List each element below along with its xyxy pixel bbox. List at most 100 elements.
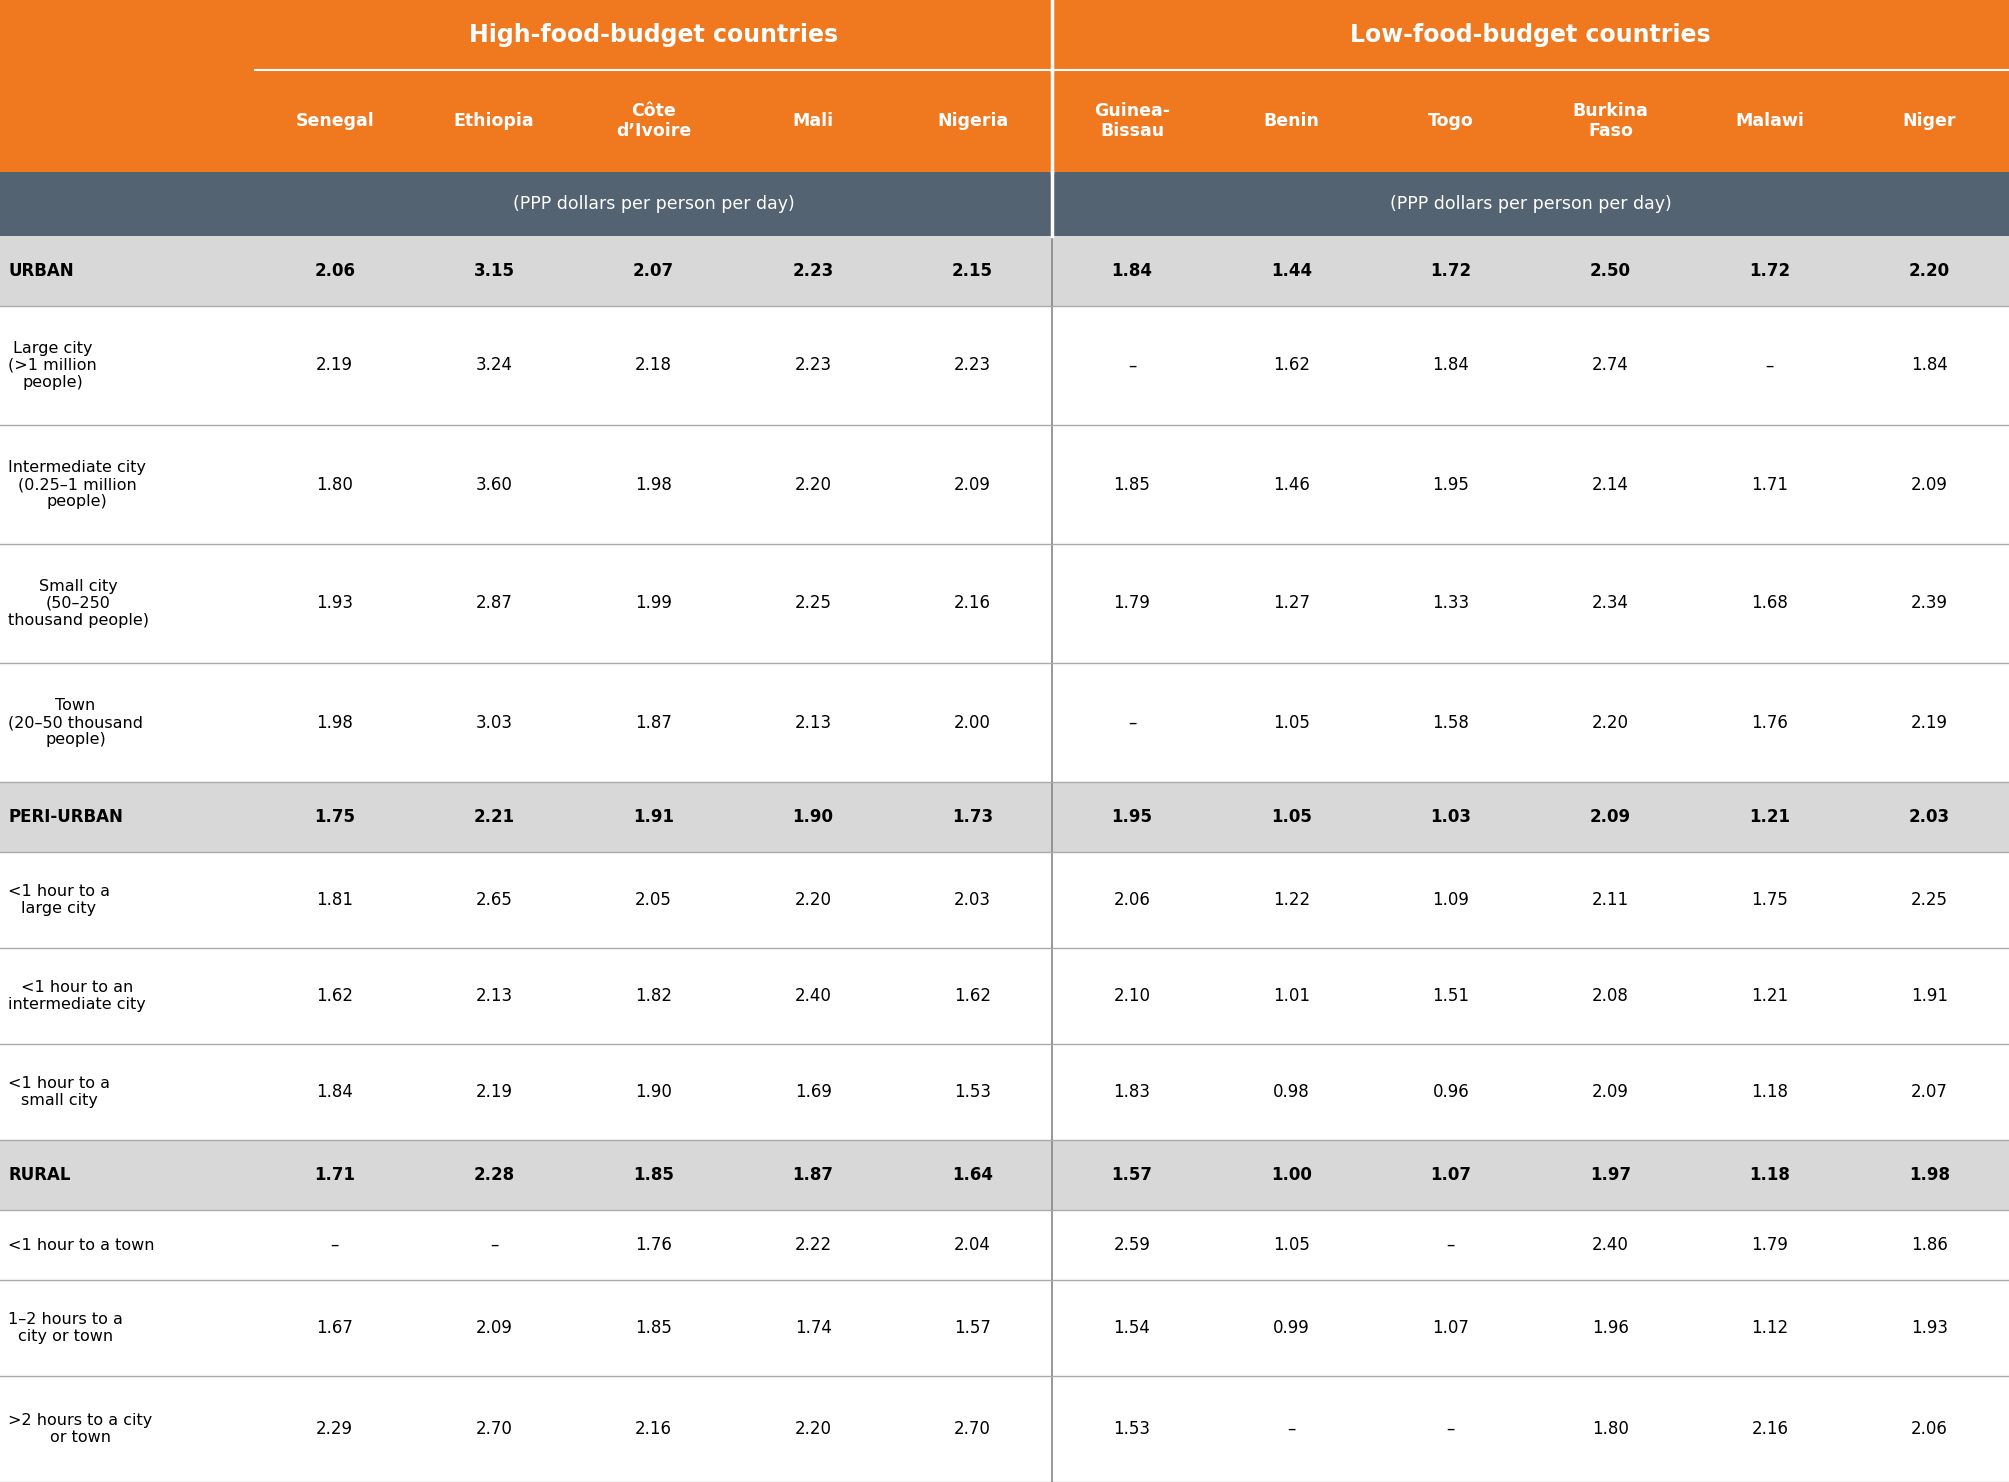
Text: 2.06: 2.06: [1911, 1420, 1947, 1438]
Text: Small city
(50–250
thousand people): Small city (50–250 thousand people): [8, 578, 149, 628]
Text: 1.33: 1.33: [1432, 594, 1469, 612]
Text: Town
(20–50 thousand
people): Town (20–50 thousand people): [8, 698, 143, 747]
Text: 2.20: 2.20: [796, 476, 832, 494]
Bar: [0, 172, 2009, 236]
Text: 2.11: 2.11: [1591, 891, 1629, 908]
Text: 2.09: 2.09: [1589, 808, 1631, 825]
Text: 1.05: 1.05: [1274, 713, 1310, 732]
Text: 2.04: 2.04: [954, 1236, 990, 1254]
Text: 2.23: 2.23: [954, 357, 990, 375]
Bar: [0, 544, 2009, 662]
Text: 2.00: 2.00: [954, 713, 990, 732]
Text: 1.85: 1.85: [635, 1319, 673, 1337]
Text: –: –: [1446, 1420, 1455, 1438]
Bar: [0, 0, 2009, 70]
Text: 1.12: 1.12: [1752, 1319, 1788, 1337]
Text: –: –: [331, 1236, 340, 1254]
Text: 2.09: 2.09: [476, 1319, 512, 1337]
Text: 2.07: 2.07: [633, 262, 675, 280]
Text: 1.98: 1.98: [315, 713, 354, 732]
Text: 1.76: 1.76: [635, 1236, 673, 1254]
Text: 2.15: 2.15: [952, 262, 992, 280]
Text: 2.25: 2.25: [1911, 891, 1949, 908]
Text: 2.40: 2.40: [796, 987, 832, 1005]
Text: 1.87: 1.87: [794, 1166, 834, 1184]
Text: 3.03: 3.03: [476, 713, 512, 732]
Text: 2.39: 2.39: [1911, 594, 1949, 612]
Text: 2.40: 2.40: [1591, 1236, 1629, 1254]
Text: 1.18: 1.18: [1750, 1166, 1790, 1184]
Text: 2.34: 2.34: [1591, 594, 1629, 612]
Text: 2.50: 2.50: [1589, 262, 1631, 280]
Text: 1.82: 1.82: [635, 987, 673, 1005]
Text: 2.87: 2.87: [476, 594, 512, 612]
Text: Mali: Mali: [792, 113, 834, 130]
Text: 2.20: 2.20: [796, 1420, 832, 1438]
Text: 2.70: 2.70: [476, 1420, 512, 1438]
Text: High-food-budget countries: High-food-budget countries: [468, 24, 838, 47]
Text: 1.84: 1.84: [1432, 357, 1469, 375]
Text: 2.19: 2.19: [1911, 713, 1949, 732]
Text: 2.16: 2.16: [635, 1420, 673, 1438]
Text: (PPP dollars per person per day): (PPP dollars per person per day): [512, 196, 794, 213]
Bar: [0, 852, 2009, 948]
Text: 1.80: 1.80: [315, 476, 354, 494]
Text: 1.53: 1.53: [1113, 1420, 1151, 1438]
Bar: [0, 305, 2009, 425]
Text: Malawi: Malawi: [1736, 113, 1804, 130]
Text: RURAL: RURAL: [8, 1166, 70, 1184]
Text: <1 hour to a
large city: <1 hour to a large city: [8, 883, 110, 916]
Text: 2.20: 2.20: [796, 891, 832, 908]
Text: Niger: Niger: [1903, 113, 1957, 130]
Text: 1.72: 1.72: [1750, 262, 1790, 280]
Text: –: –: [1127, 713, 1137, 732]
Text: 2.21: 2.21: [474, 808, 514, 825]
Text: 1.58: 1.58: [1432, 713, 1469, 732]
Text: 1.79: 1.79: [1752, 1236, 1788, 1254]
Text: Senegal: Senegal: [295, 113, 374, 130]
Text: 2.16: 2.16: [954, 594, 990, 612]
Text: 2.29: 2.29: [315, 1420, 354, 1438]
Text: URBAN: URBAN: [8, 262, 74, 280]
Text: 1.71: 1.71: [1752, 476, 1788, 494]
Text: 2.70: 2.70: [954, 1420, 990, 1438]
Bar: [0, 1043, 2009, 1140]
Text: 1.84: 1.84: [1111, 262, 1153, 280]
Bar: [0, 662, 2009, 782]
Text: 1.87: 1.87: [635, 713, 673, 732]
Bar: [0, 1375, 2009, 1482]
Bar: [0, 236, 2009, 305]
Text: Burkina
Faso: Burkina Faso: [1573, 102, 1647, 141]
Text: 2.06: 2.06: [1113, 891, 1151, 908]
Text: Guinea-
Bissau: Guinea- Bissau: [1095, 102, 1169, 141]
Text: 1.53: 1.53: [954, 1083, 990, 1101]
Text: Togo: Togo: [1428, 113, 1475, 130]
Text: 1–2 hours to a
city or town: 1–2 hours to a city or town: [8, 1312, 123, 1344]
Text: 1.21: 1.21: [1750, 808, 1790, 825]
Text: 1.93: 1.93: [315, 594, 354, 612]
Text: 1.91: 1.91: [633, 808, 675, 825]
Text: 1.96: 1.96: [1591, 1319, 1629, 1337]
Text: 1.98: 1.98: [1909, 1166, 1951, 1184]
Text: 2.13: 2.13: [476, 987, 512, 1005]
Text: 1.07: 1.07: [1432, 1319, 1469, 1337]
Text: 1.95: 1.95: [1111, 808, 1153, 825]
Text: 1.67: 1.67: [315, 1319, 354, 1337]
Text: 1.57: 1.57: [1111, 1166, 1153, 1184]
Text: 1.81: 1.81: [315, 891, 354, 908]
Text: 0.96: 0.96: [1432, 1083, 1469, 1101]
Text: 0.99: 0.99: [1274, 1319, 1310, 1337]
Text: 1.73: 1.73: [952, 808, 992, 825]
Text: 1.91: 1.91: [1911, 987, 1949, 1005]
Text: Ethiopia: Ethiopia: [454, 113, 534, 130]
Text: (PPP dollars per person per day): (PPP dollars per person per day): [1390, 196, 1671, 213]
Text: 1.21: 1.21: [1752, 987, 1788, 1005]
Text: –: –: [1446, 1236, 1455, 1254]
Text: –: –: [1766, 357, 1774, 375]
Text: 1.27: 1.27: [1274, 594, 1310, 612]
Text: 2.22: 2.22: [794, 1236, 832, 1254]
Text: 1.72: 1.72: [1430, 262, 1471, 280]
Text: 1.62: 1.62: [954, 987, 990, 1005]
Text: 1.84: 1.84: [1911, 357, 1947, 375]
Text: 1.74: 1.74: [796, 1319, 832, 1337]
